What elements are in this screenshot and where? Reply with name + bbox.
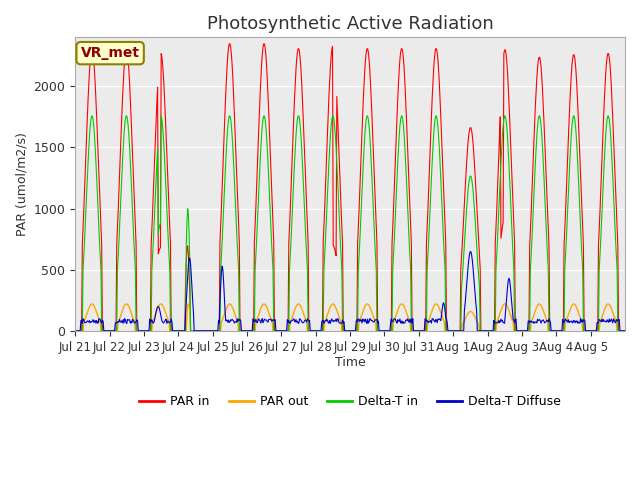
Delta-T in xyxy=(265,175,273,181)
PAR out xyxy=(71,328,79,334)
Delta-T in xyxy=(408,328,415,334)
PAR in xyxy=(71,328,79,334)
Delta-T Diffuse xyxy=(136,328,143,334)
PAR in xyxy=(237,328,245,334)
PAR in xyxy=(225,41,233,47)
Title: Photosynthetic Active Radiation: Photosynthetic Active Radiation xyxy=(207,15,493,33)
Delta-T Diffuse xyxy=(264,319,272,325)
Text: VR_met: VR_met xyxy=(81,46,140,60)
Delta-T in xyxy=(71,328,79,334)
PAR out xyxy=(265,310,273,315)
PAR in xyxy=(438,151,446,156)
PAR in xyxy=(408,241,415,247)
Y-axis label: PAR (umol/m2/s): PAR (umol/m2/s) xyxy=(15,132,28,236)
X-axis label: Time: Time xyxy=(335,356,365,369)
PAR out xyxy=(285,328,293,334)
PAR out xyxy=(621,328,629,334)
Delta-T Diffuse xyxy=(285,318,292,324)
PAR in xyxy=(621,328,629,334)
Line: Delta-T in: Delta-T in xyxy=(75,116,625,331)
PAR out xyxy=(438,314,446,320)
Delta-T Diffuse xyxy=(438,312,445,318)
Delta-T in xyxy=(237,328,245,334)
PAR in xyxy=(285,225,293,231)
Line: PAR out: PAR out xyxy=(75,304,625,331)
Delta-T Diffuse xyxy=(621,328,629,334)
Delta-T Diffuse xyxy=(71,328,79,334)
PAR out xyxy=(237,328,245,334)
Line: PAR in: PAR in xyxy=(75,44,625,331)
Legend: PAR in, PAR out, Delta-T in, Delta-T Diffuse: PAR in, PAR out, Delta-T in, Delta-T Dif… xyxy=(134,390,566,413)
Delta-T in xyxy=(438,208,446,214)
Delta-T in xyxy=(88,113,95,119)
PAR in xyxy=(136,328,143,334)
Line: Delta-T Diffuse: Delta-T Diffuse xyxy=(75,252,625,331)
Delta-T Diffuse xyxy=(467,249,474,254)
PAR in xyxy=(265,109,273,115)
Delta-T in xyxy=(285,267,293,273)
Delta-T in xyxy=(621,328,629,334)
PAR out xyxy=(136,328,143,334)
Delta-T in xyxy=(136,328,144,334)
Delta-T Diffuse xyxy=(407,320,415,325)
PAR out xyxy=(184,301,192,307)
PAR out xyxy=(408,328,415,334)
Delta-T Diffuse xyxy=(237,318,244,324)
